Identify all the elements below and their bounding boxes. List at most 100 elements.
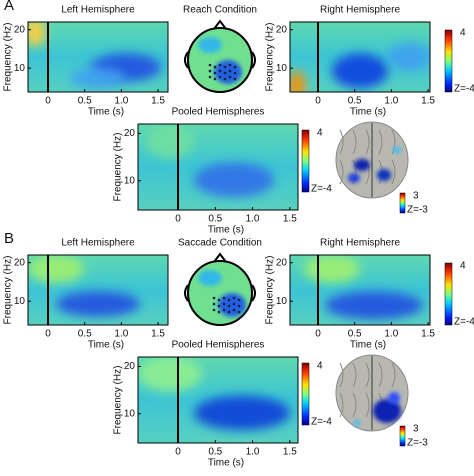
electrode	[232, 302, 236, 306]
x-tick-label: 0.5	[348, 96, 362, 107]
x-tick-label: 0	[45, 329, 51, 340]
electrode	[228, 75, 232, 79]
y-axis-label: Frequency (Hz)	[265, 256, 276, 325]
y-axis-label: Frequency (Hz)	[113, 366, 124, 435]
x-tick-label: 0	[45, 96, 51, 107]
panel-label: A	[4, 0, 14, 14]
colorbar	[301, 129, 310, 193]
head-ear	[184, 51, 256, 69]
x-tick-label: 1.5	[151, 329, 165, 340]
electrode	[237, 310, 241, 314]
heatmap-blob	[388, 43, 430, 71]
brain-blob	[373, 399, 401, 423]
brain-gyrus	[339, 392, 344, 418]
heatmap	[290, 255, 430, 325]
heatmap-blob	[290, 71, 306, 92]
colorbar-max: 3	[413, 424, 419, 435]
electrode	[218, 75, 222, 79]
electrode	[217, 310, 221, 314]
x-tick-label: 0	[175, 447, 181, 458]
condition-title: Saccade Condition	[178, 238, 262, 249]
heatmap-frame	[137, 356, 299, 444]
y-axis-label: Frequency (Hz)	[113, 133, 124, 202]
heatmap	[138, 357, 298, 443]
electrode	[222, 296, 226, 300]
heatmap-frame	[289, 254, 431, 326]
x-axis-label: Time (s)	[350, 340, 386, 351]
x-tick-label: 0.5	[348, 329, 362, 340]
brain-gyrus	[365, 129, 370, 155]
electrode	[233, 65, 237, 69]
x-tick-label: 1.0	[384, 96, 398, 107]
electrode	[212, 296, 216, 300]
electrode	[213, 71, 217, 75]
electrode	[227, 304, 231, 308]
heatmap-blob	[304, 255, 360, 283]
y-axis-label: Frequency (Hz)	[3, 256, 14, 325]
electrode	[232, 308, 236, 312]
y-tick-label: 10	[14, 296, 26, 307]
plot-title: Left Hemisphere	[61, 238, 135, 249]
y-tick-label: 10	[124, 175, 136, 186]
heatmap-blob	[146, 124, 194, 159]
y-tick-label: 20	[276, 257, 288, 268]
brain-blob	[354, 420, 360, 426]
x-axis-label: Time (s)	[208, 225, 244, 236]
y-tick-label: 10	[124, 408, 136, 419]
brain-gyrus	[352, 392, 357, 418]
brain-gyrus	[339, 129, 344, 155]
heatmap-frame	[289, 21, 431, 93]
brain-blob	[393, 147, 401, 153]
condition-title: Reach Condition	[183, 5, 257, 16]
head-blob	[218, 293, 246, 317]
colorbar-min: Z=-3	[407, 205, 428, 216]
head-blob	[198, 37, 222, 53]
colorbar	[301, 362, 310, 426]
x-tick-label: 0.5	[208, 214, 222, 225]
plot-title: Pooled Hemispheres	[172, 107, 265, 118]
heatmap	[290, 22, 430, 92]
x-tick-label: 1.0	[114, 329, 128, 340]
y-tick-label: 20	[14, 24, 26, 35]
heatmap-blob	[325, 291, 423, 320]
electrode	[233, 77, 237, 81]
colorbar	[399, 192, 406, 214]
electrode	[233, 71, 237, 75]
y-axis-label: Frequency (Hz)	[265, 23, 276, 92]
head	[187, 260, 253, 326]
x-axis-label: Time (s)	[88, 107, 124, 118]
x-tick-label: 1.5	[283, 447, 297, 458]
electrode	[223, 77, 227, 81]
x-tick-label: 1.0	[114, 96, 128, 107]
heatmap-blob	[138, 357, 202, 392]
panel-label: B	[4, 230, 14, 247]
y-tick-label: 20	[276, 24, 288, 35]
heatmap-blob	[28, 22, 47, 47]
x-tick-label: 1.5	[421, 96, 435, 107]
brain-blob	[377, 169, 391, 181]
x-tick-label: 1.5	[283, 214, 297, 225]
brain-gyrus	[339, 159, 344, 185]
colorbar	[444, 29, 453, 93]
electrode	[237, 304, 241, 308]
brain-gyrus	[365, 362, 370, 388]
electrode	[232, 296, 236, 300]
x-tick-label: 0.5	[208, 447, 222, 458]
electrode	[213, 77, 217, 81]
electrode	[212, 308, 216, 312]
electrode	[222, 308, 226, 312]
x-tick-label: 0.5	[78, 329, 92, 340]
electrode	[213, 65, 217, 69]
x-tick-label: 1.0	[384, 329, 398, 340]
colorbar-max: 4	[460, 261, 466, 272]
colorbar-max: 4	[460, 28, 466, 39]
electrode	[208, 69, 212, 73]
x-tick-label: 1.0	[246, 214, 260, 225]
colorbar	[399, 425, 406, 447]
heatmap-blob	[194, 162, 274, 198]
x-tick-label: 0	[315, 329, 321, 340]
y-tick-label: 20	[124, 361, 136, 372]
head-nose	[213, 252, 227, 263]
electrode	[223, 71, 227, 75]
